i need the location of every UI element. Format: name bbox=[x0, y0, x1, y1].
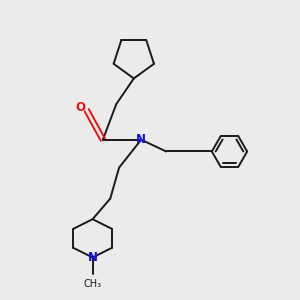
Text: CH₃: CH₃ bbox=[83, 279, 102, 289]
Text: N: N bbox=[136, 133, 146, 146]
Text: N: N bbox=[88, 251, 98, 264]
Text: O: O bbox=[75, 101, 85, 114]
